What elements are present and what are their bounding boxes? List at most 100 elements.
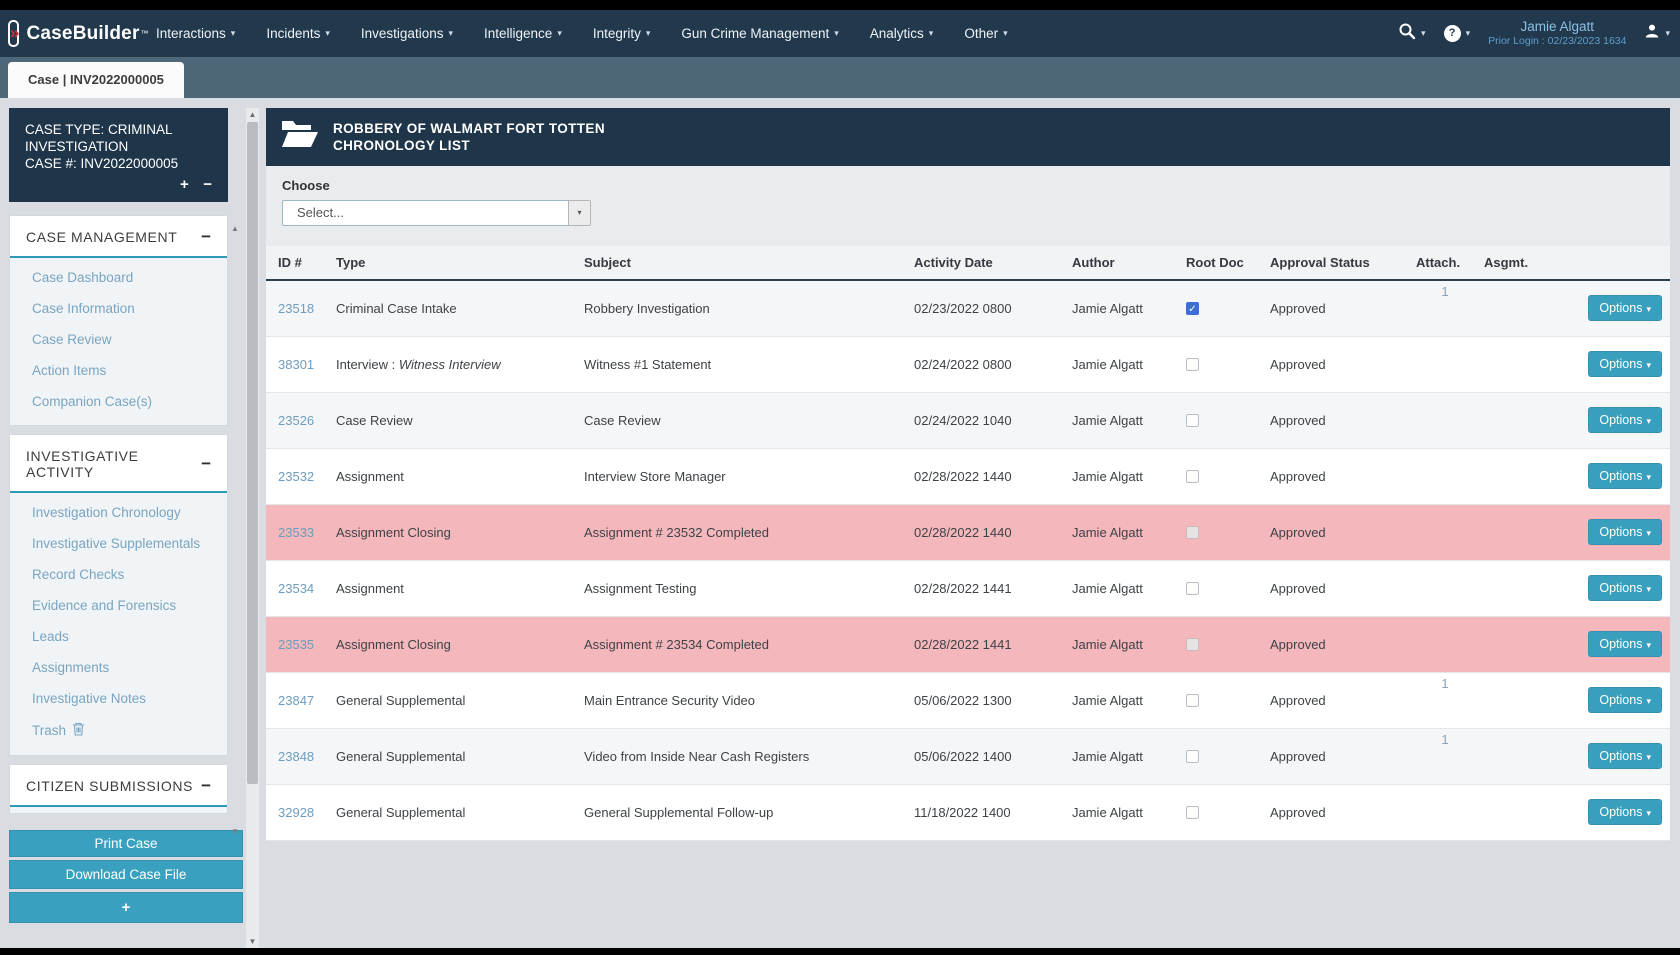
root-doc-checkbox[interactable] bbox=[1186, 581, 1199, 595]
scroll-down-icon[interactable]: ▼ bbox=[231, 827, 239, 836]
options-button[interactable]: Options ▾ bbox=[1588, 351, 1662, 377]
root-doc-checkbox[interactable]: ✓ bbox=[1186, 301, 1199, 315]
options-button[interactable]: Options ▾ bbox=[1588, 743, 1662, 769]
options-button[interactable]: Options ▾ bbox=[1588, 687, 1662, 713]
help-menu[interactable]: ? ▾ bbox=[1443, 25, 1470, 42]
select-dropdown-button[interactable]: ▾ bbox=[568, 200, 591, 226]
chronology-select[interactable]: Select... ▾ bbox=[282, 200, 591, 226]
select-value[interactable]: Select... bbox=[282, 200, 568, 226]
section-header-case-management[interactable]: CASE MANAGEMENT − bbox=[10, 216, 227, 258]
options-button[interactable]: Options ▾ bbox=[1588, 295, 1662, 322]
record-id-link[interactable]: 23518 bbox=[278, 300, 315, 316]
cell-attach-count bbox=[1410, 392, 1474, 449]
sidebar-item-record-checks[interactable]: Record Checks bbox=[10, 559, 227, 590]
collapse-icon[interactable]: − bbox=[201, 454, 211, 473]
print-case-button[interactable]: Print Case bbox=[9, 830, 243, 857]
section-links: Case Dashboard Case Information Case Revie… bbox=[10, 258, 227, 425]
chevron-down-icon: ▾ bbox=[834, 28, 839, 38]
options-button[interactable]: Options ▾ bbox=[1588, 631, 1662, 657]
options-label: Options bbox=[1599, 525, 1643, 539]
menu-analytics[interactable]: Analytics ▾ bbox=[870, 26, 934, 41]
account-menu[interactable]: ▾ bbox=[1644, 23, 1670, 44]
options-button[interactable]: Options ▾ bbox=[1588, 463, 1662, 489]
record-id-link[interactable]: 23847 bbox=[278, 692, 315, 708]
sidebar-item-investigative-supplementals[interactable]: Investigative Supplementals bbox=[10, 528, 227, 559]
options-button[interactable]: Options ▾ bbox=[1588, 799, 1662, 825]
user-name: Jamie Algatt bbox=[1520, 19, 1595, 35]
cell-id: 23534 bbox=[266, 560, 330, 617]
root-doc-checkbox[interactable] bbox=[1186, 357, 1199, 371]
record-id-link[interactable]: 23535 bbox=[278, 636, 315, 652]
root-doc-checkbox[interactable] bbox=[1186, 469, 1199, 483]
sidebar-item-investigative-notes[interactable]: Investigative Notes bbox=[10, 683, 227, 714]
scrollbar-thumb[interactable] bbox=[247, 122, 258, 784]
options-button[interactable]: Options ▾ bbox=[1588, 519, 1662, 545]
tab-strip: Case | INV2022000005 bbox=[0, 57, 1680, 98]
sidebar-item-leads[interactable]: Leads bbox=[10, 621, 227, 652]
root-doc-checkbox[interactable] bbox=[1186, 525, 1199, 539]
table-row: 23847 General Supplemental Main Entrance S… bbox=[266, 672, 1670, 729]
collapse-all-icon[interactable]: − bbox=[203, 176, 212, 193]
add-button[interactable]: + bbox=[9, 892, 243, 923]
root-doc-checkbox[interactable] bbox=[1186, 749, 1199, 763]
record-id-link[interactable]: 23848 bbox=[278, 748, 315, 764]
scroll-down-icon[interactable]: ▼ bbox=[248, 937, 257, 946]
sidebar-item-case-information[interactable]: Case Information bbox=[10, 293, 227, 324]
root-doc-checkbox[interactable] bbox=[1186, 805, 1199, 819]
cell-asgmt bbox=[1474, 616, 1534, 673]
sidebar-item-investigation-chronology[interactable]: Investigation Chronology bbox=[10, 497, 227, 528]
sidebar-item-evidence-and-forensics[interactable]: Evidence and Forensics bbox=[10, 590, 227, 621]
menu-interactions[interactable]: Interactions ▾ bbox=[156, 26, 235, 41]
record-id-link[interactable]: 23526 bbox=[278, 412, 315, 428]
record-id-link[interactable]: 23533 bbox=[278, 524, 315, 540]
menu-gun-crime-management[interactable]: Gun Crime Management ▾ bbox=[681, 26, 838, 41]
cell-approval-status: Approved bbox=[1264, 560, 1410, 617]
root-doc-checkbox[interactable] bbox=[1186, 413, 1199, 427]
cell-approval-status: Approved bbox=[1264, 784, 1410, 841]
cell-subject: Main Entrance Security Video bbox=[578, 672, 908, 729]
menu-intelligence[interactable]: Intelligence ▾ bbox=[484, 26, 562, 41]
root-doc-checkbox[interactable] bbox=[1186, 637, 1199, 651]
collapse-icon[interactable]: − bbox=[201, 227, 211, 246]
options-button[interactable]: Options ▾ bbox=[1588, 407, 1662, 433]
cell-asgmt bbox=[1474, 336, 1534, 393]
page-scrollbar[interactable]: ▲ ▼ bbox=[246, 108, 259, 948]
section-header-citizen-submissions[interactable]: CITIZEN SUBMISSIONS − bbox=[10, 765, 227, 807]
sidebar-item-case-review[interactable]: Case Review bbox=[10, 324, 227, 355]
root-doc-checkbox[interactable] bbox=[1186, 693, 1199, 707]
download-case-file-button[interactable]: Download Case File bbox=[9, 860, 243, 889]
collapse-icon[interactable]: − bbox=[201, 776, 211, 795]
record-id-link[interactable]: 23534 bbox=[278, 580, 315, 596]
record-id-link[interactable]: 32928 bbox=[278, 804, 315, 820]
options-button[interactable]: Options ▾ bbox=[1588, 575, 1662, 601]
scroll-up-icon[interactable]: ▲ bbox=[248, 110, 257, 119]
tab-case[interactable]: Case | INV2022000005 bbox=[8, 62, 184, 98]
sidebar-sections: CASE MANAGEMENT − Case Dashboard Case Infor… bbox=[9, 215, 228, 814]
cell-root-doc: ✓ bbox=[1180, 280, 1264, 337]
record-id-link[interactable]: 23532 bbox=[278, 468, 315, 484]
menu-incidents[interactable]: Incidents ▾ bbox=[266, 26, 330, 41]
type-text: General Supplemental bbox=[336, 692, 466, 708]
chevron-down-icon: ▾ bbox=[1646, 696, 1651, 706]
sidebar-item-trash[interactable]: Trash bbox=[10, 714, 227, 747]
menu-other[interactable]: Other ▾ bbox=[964, 26, 1007, 41]
cell-activity-date: 02/28/2022 1440 bbox=[908, 448, 1066, 505]
menu-integrity[interactable]: Integrity ▾ bbox=[593, 26, 651, 41]
expand-all-icon[interactable]: + bbox=[180, 176, 189, 193]
sidebar-item-companion-case-s[interactable]: Companion Case(s) bbox=[10, 386, 227, 417]
menu-investigations[interactable]: Investigations ▾ bbox=[361, 26, 453, 41]
search-icon bbox=[1398, 22, 1416, 45]
chevron-down-icon: ▾ bbox=[230, 28, 236, 38]
sidebar-scrollbar[interactable]: ▲ ▼ bbox=[229, 224, 241, 836]
scroll-up-icon[interactable]: ▲ bbox=[231, 224, 239, 233]
brand[interactable]: » CaseBuilder ™ bbox=[8, 20, 149, 47]
sidebar-item-case-dashboard[interactable]: Case Dashboard bbox=[10, 262, 227, 293]
sidebar-item-assignments[interactable]: Assignments bbox=[10, 652, 227, 683]
sidebar-item-action-items[interactable]: Action Items bbox=[10, 355, 227, 386]
record-id-link[interactable]: 38301 bbox=[278, 356, 315, 372]
search-menu[interactable]: ▾ bbox=[1398, 22, 1426, 45]
type-text: Interview : bbox=[336, 356, 399, 372]
chevron-down-icon: ▾ bbox=[557, 28, 562, 38]
section-header-investigative-activity[interactable]: INVESTIGATIVE ACTIVITY − bbox=[10, 435, 227, 493]
chevron-down-icon: ▾ bbox=[1646, 416, 1651, 426]
